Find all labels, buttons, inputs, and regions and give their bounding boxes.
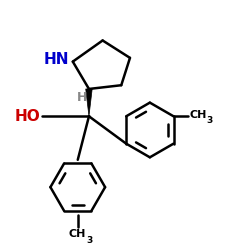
Text: CH: CH xyxy=(68,229,86,239)
Text: HN: HN xyxy=(44,52,69,66)
Text: CH: CH xyxy=(190,110,207,120)
Text: H: H xyxy=(77,91,88,104)
Text: 3: 3 xyxy=(206,116,212,124)
Text: 3: 3 xyxy=(86,236,93,246)
Polygon shape xyxy=(86,89,92,116)
Text: HO: HO xyxy=(15,109,40,124)
